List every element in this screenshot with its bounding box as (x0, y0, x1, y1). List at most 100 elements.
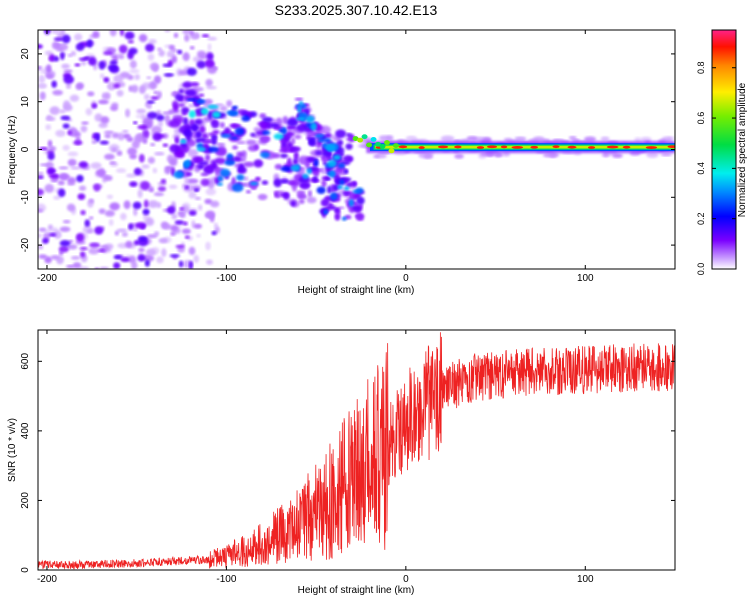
spectrogram-blob (148, 187, 154, 193)
spectrogram-blob (97, 99, 109, 105)
spectrogram-blob (133, 134, 143, 144)
spectrogram-blob (133, 227, 138, 232)
spectrogram-blob (189, 30, 194, 36)
spectrogram-blob (52, 89, 64, 96)
spectrogram-blob (200, 107, 209, 115)
spectrogram-x-tick-label: 100 (577, 273, 594, 284)
spectrogram-blob (51, 41, 61, 50)
spectrogram-x-tick-label: 0 (403, 273, 409, 284)
spectrogram-blob (61, 34, 71, 44)
spectrogram-blob (323, 138, 332, 143)
spectrogram-blob (483, 137, 492, 143)
spectrogram-blob (103, 50, 113, 56)
snr-series-line (38, 332, 675, 570)
spectrogram-blob (65, 83, 72, 89)
spectrogram-blob (259, 113, 267, 119)
spectrogram-blob (150, 96, 159, 101)
spectrogram-blob (142, 138, 148, 144)
spectrogram-blob (212, 111, 221, 119)
spectrogram-blob (294, 134, 302, 140)
spectrogram-blob (147, 200, 159, 208)
spectrogram-blob (345, 143, 353, 150)
spectrogram-blob (182, 52, 190, 62)
spectrogram-blob (198, 161, 208, 166)
spectrogram-blob (147, 53, 155, 61)
spectrogram-blob (217, 175, 224, 182)
spectrogram-blob (145, 248, 156, 256)
snr-panel: -200 -100 0 100 0 200 400 600 Height of straig… (7, 329, 676, 596)
spectrogram-blob (86, 228, 94, 234)
spectrogram-blob (193, 223, 203, 229)
spectrogram-blob (241, 115, 251, 122)
spectrogram-blob (352, 189, 360, 194)
spectrogram-blob (160, 221, 169, 228)
ridge-onset-blob (375, 141, 382, 147)
spectrogram-blob (198, 53, 209, 59)
spectrogram-blob (148, 80, 158, 90)
spectrogram-blob (145, 43, 155, 52)
spectrogram-blob (62, 219, 71, 224)
spectrogram-blob (99, 266, 110, 269)
spectrogram-blob (298, 198, 305, 204)
spectrogram-blob (107, 64, 119, 71)
spectrogram-blob (600, 136, 610, 141)
spectrogram-blob (188, 191, 197, 199)
spectrogram-blob (345, 132, 352, 137)
spectrogram-y-tick-label: 10 (20, 96, 31, 108)
spectrogram-blob (201, 34, 210, 38)
spectrogram-blob (67, 53, 73, 57)
snr-x-tick-label: 0 (403, 574, 409, 585)
spectrogram-blob (118, 54, 125, 60)
spectrogram-blob (234, 127, 245, 136)
spectrogram-blob (38, 208, 44, 213)
spectrogram-blob (274, 191, 279, 198)
spectrogram-blob (131, 84, 139, 93)
spectrogram-blob (327, 185, 332, 194)
spectrogram-blob (91, 103, 98, 108)
spectrogram-blob (125, 108, 131, 118)
spectrogram-blob (178, 260, 184, 268)
spectrogram-blob (156, 90, 162, 99)
spectrogram-blob (53, 230, 62, 240)
spectrogram-blob (184, 235, 190, 239)
spectrogram-blob (80, 125, 88, 133)
spectrogram-blob (306, 168, 312, 175)
spectrogram-blob (141, 114, 146, 120)
spectrogram-blob (95, 134, 101, 143)
spectrogram-blob (99, 73, 105, 79)
spectrogram-blob (262, 116, 273, 123)
spectrogram-blob (116, 150, 123, 156)
spectrogram-blob (204, 98, 213, 105)
chart-title: S233.2025.307.10.42.E13 (275, 2, 438, 18)
spectrogram-blob (63, 69, 73, 74)
spectrogram-blob (109, 105, 119, 112)
spectrogram-blob (50, 30, 62, 34)
spectrogram-x-ticks: -200 -100 0 100 (37, 30, 594, 284)
spectrogram-blob (173, 32, 179, 38)
spectrogram-blob (313, 159, 319, 167)
spectrogram-blob (47, 224, 53, 231)
spectrogram-blob (188, 246, 196, 256)
spectrogram-blob (328, 170, 336, 178)
spectrogram-blob (38, 227, 47, 232)
spectrogram-x-tick-label: -100 (216, 273, 236, 284)
spectrogram-blob (220, 134, 232, 138)
spectrogram-blob (206, 259, 214, 265)
spectrogram-blob (138, 33, 148, 43)
spectrogram-blob (55, 129, 66, 137)
snr-x-ticks: -200 -100 0 100 (37, 330, 594, 585)
spectrogram-blob (287, 142, 293, 149)
spectrogram-blob (70, 255, 81, 260)
spectrogram-blob (141, 164, 150, 169)
spectrogram-blob (38, 233, 43, 239)
spectrogram-blob (178, 88, 184, 94)
spectrogram-blob (98, 122, 108, 128)
snr-y-tick-label: 600 (20, 353, 31, 370)
spectrogram-blob (94, 226, 104, 235)
spectrogram-blob (109, 161, 116, 165)
spectrogram-blob (184, 185, 189, 190)
ridge-onset-blob (357, 137, 364, 143)
spectrogram-blob (156, 256, 164, 264)
spectrogram-blob (127, 147, 138, 156)
ridge-peak (552, 145, 560, 149)
